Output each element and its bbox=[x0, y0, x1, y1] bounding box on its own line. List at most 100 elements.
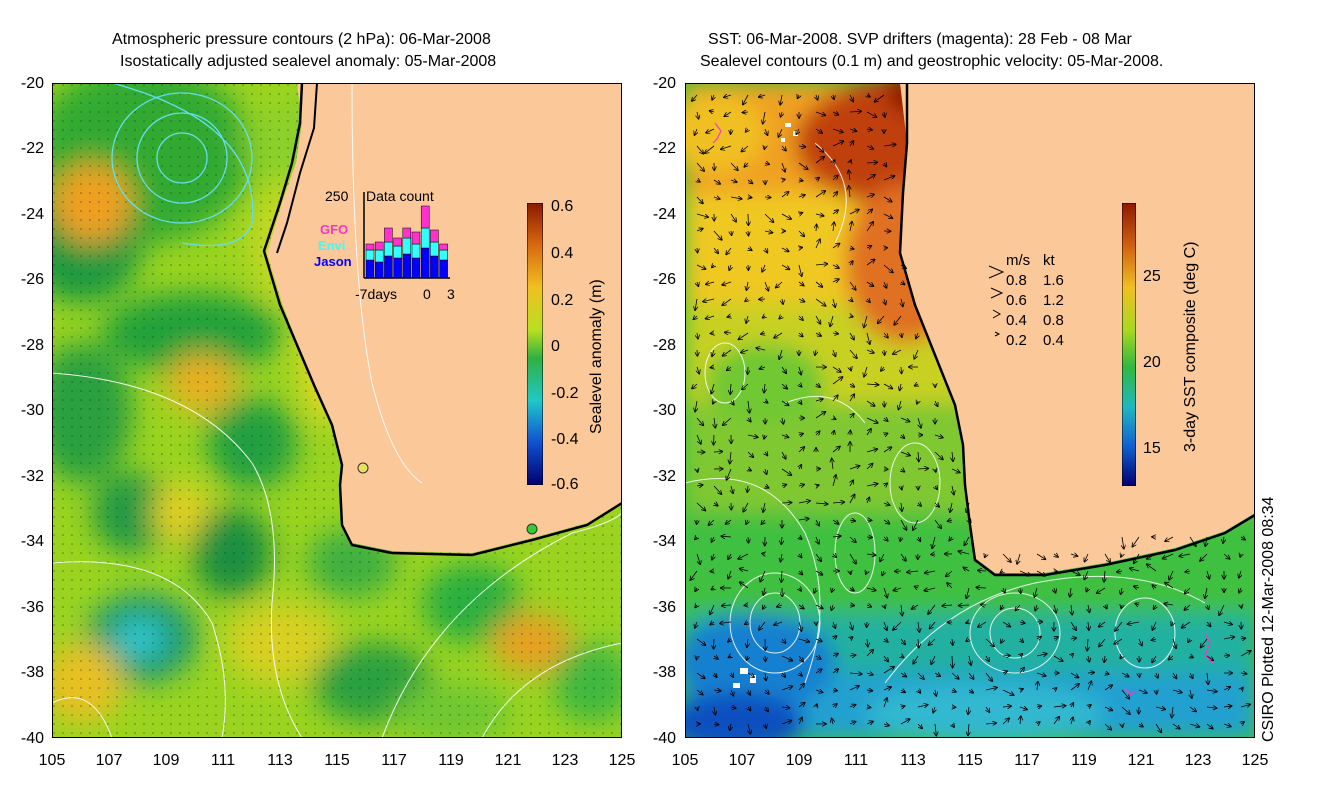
speed-legend-ms-0: 0.8 bbox=[1006, 272, 1027, 289]
velocity-vector bbox=[1097, 587, 1106, 593]
velocity-vector bbox=[934, 673, 940, 676]
velocity-vector bbox=[816, 485, 819, 486]
velocity-vector bbox=[1139, 638, 1142, 646]
velocity-vector bbox=[748, 400, 750, 413]
velocity-vector bbox=[1121, 672, 1129, 677]
velocity-vector bbox=[1019, 707, 1027, 710]
velocity-vector bbox=[696, 264, 706, 269]
velocity-vector bbox=[958, 551, 970, 554]
velocity-vector bbox=[986, 655, 989, 661]
velocity-vector bbox=[815, 128, 822, 133]
velocity-vector bbox=[866, 175, 875, 181]
velocity-vector bbox=[1002, 553, 1011, 562]
velocity-vector bbox=[950, 502, 952, 512]
velocity-vector bbox=[1002, 718, 1009, 725]
legend-envi: Envi bbox=[318, 238, 346, 253]
histogram-bar-segment bbox=[439, 243, 448, 251]
velocity-vector bbox=[776, 281, 783, 288]
velocity-vector bbox=[1036, 706, 1041, 707]
velocity-vector bbox=[1003, 671, 1007, 673]
velocity-vector bbox=[1036, 673, 1046, 676]
velocity-vector bbox=[779, 349, 782, 359]
velocity-vector bbox=[934, 451, 943, 459]
velocity-vector bbox=[1240, 638, 1245, 639]
velocity-vector bbox=[898, 400, 901, 410]
velocity-vector bbox=[764, 146, 765, 149]
velocity-vector bbox=[832, 210, 838, 214]
velocity-vector bbox=[900, 519, 907, 530]
velocity-vector bbox=[918, 503, 921, 506]
velocity-vector bbox=[978, 570, 987, 571]
velocity-vector bbox=[815, 553, 821, 561]
velocity-vector bbox=[867, 638, 868, 647]
velocity-vector bbox=[1017, 553, 1020, 564]
velocity-vector bbox=[1071, 654, 1073, 656]
velocity-vector bbox=[883, 213, 892, 218]
velocity-vector bbox=[796, 128, 799, 134]
velocity-vector bbox=[778, 128, 783, 137]
velocity-vector bbox=[746, 281, 748, 290]
right-ytick: -36 bbox=[652, 599, 676, 616]
sealevel-tick-0.4: 0.4 bbox=[551, 245, 574, 262]
histogram-xlabel-start: -7days bbox=[355, 286, 398, 302]
velocity-vector bbox=[713, 724, 719, 725]
right-xtick: 111 bbox=[843, 752, 869, 769]
velocity-vector bbox=[901, 706, 905, 707]
velocity-vector bbox=[1171, 622, 1173, 626]
velocity-vector bbox=[1207, 605, 1209, 609]
velocity-vector bbox=[1132, 536, 1140, 547]
velocity-vector bbox=[1104, 655, 1105, 662]
credit-text: CSIRO Plotted 12-Mar-2008 08:34 bbox=[1260, 496, 1277, 742]
velocity-vector bbox=[747, 451, 753, 457]
speed-legend-header-ms: m/s bbox=[1006, 252, 1031, 269]
velocity-vector bbox=[705, 145, 715, 153]
velocity-vector bbox=[730, 180, 737, 182]
velocity-vector bbox=[797, 95, 799, 98]
right-xtick: 125 bbox=[1241, 752, 1269, 769]
velocity-vector bbox=[1099, 638, 1106, 647]
left-xtick: 119 bbox=[438, 752, 464, 769]
velocity-vector bbox=[740, 582, 749, 589]
velocity-vector bbox=[849, 281, 856, 290]
velocity-vector bbox=[723, 417, 732, 425]
velocity-vector bbox=[799, 588, 801, 591]
velocity-vector bbox=[968, 723, 969, 735]
velocity-vector bbox=[711, 383, 714, 394]
velocity-vector bbox=[901, 656, 904, 658]
velocity-vector bbox=[722, 298, 732, 305]
velocity-vector bbox=[815, 669, 822, 673]
velocity-vector bbox=[883, 447, 891, 453]
velocity-vector bbox=[710, 622, 714, 625]
histogram-bar-segment bbox=[365, 249, 375, 261]
legend-gfo: GFO bbox=[320, 222, 349, 237]
velocity-vector bbox=[1053, 655, 1063, 661]
left-xtick: 113 bbox=[267, 752, 293, 769]
velocity-vector bbox=[866, 588, 876, 591]
left-xtick: 115 bbox=[324, 752, 350, 769]
velocity-vector bbox=[1088, 604, 1089, 612]
histogram-title: Data count bbox=[366, 188, 434, 204]
velocity-vector bbox=[849, 605, 854, 606]
velocity-vector bbox=[747, 672, 754, 677]
sealevel-tick-0.6: 0.6 bbox=[551, 198, 574, 215]
velocity-vector bbox=[1172, 690, 1182, 693]
velocity-vector bbox=[1138, 690, 1147, 693]
velocity-vector bbox=[985, 687, 997, 690]
velocity-vector bbox=[710, 333, 714, 334]
velocity-vector bbox=[799, 401, 802, 404]
velocity-vector bbox=[928, 604, 936, 614]
left-xtick: 111 bbox=[210, 752, 236, 769]
velocity-vector bbox=[745, 299, 748, 301]
velocity-vector bbox=[1002, 621, 1010, 627]
velocity-vector bbox=[866, 484, 878, 486]
velocity-vector bbox=[781, 721, 791, 725]
velocity-vector bbox=[781, 451, 786, 459]
velocity-vector bbox=[963, 567, 970, 571]
right-xtick: 109 bbox=[785, 752, 813, 769]
velocity-vector bbox=[1241, 605, 1242, 608]
velocity-vector bbox=[697, 247, 698, 253]
velocity-vector bbox=[934, 519, 941, 528]
velocity-vector bbox=[815, 639, 822, 641]
velocity-vector bbox=[815, 412, 825, 419]
velocity-vector bbox=[866, 222, 873, 232]
